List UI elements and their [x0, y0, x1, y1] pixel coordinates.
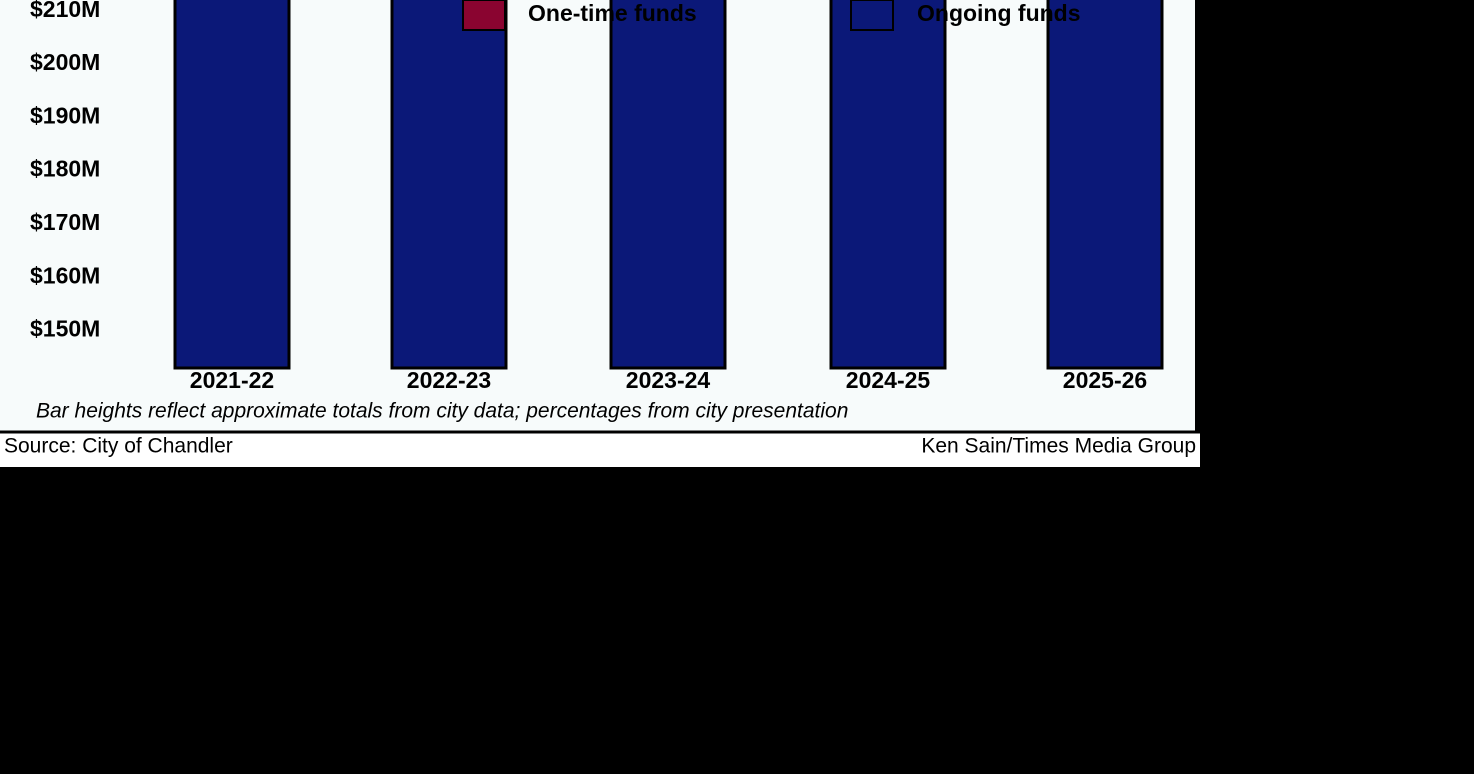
bar-segment — [609, 0, 727, 370]
bar-segment — [1046, 0, 1164, 370]
legend-label: One-time funds — [528, 0, 697, 26]
legend-swatch — [850, 0, 894, 31]
y-tick-label: $150M — [30, 316, 100, 342]
y-tick-label: $190M — [30, 102, 100, 128]
bar-segment — [390, 0, 508, 370]
x-tick-label: 2025-26 — [1063, 367, 1147, 393]
y-tick-label: $160M — [30, 262, 100, 288]
legend-swatch — [462, 0, 506, 31]
legend-label: Ongoing funds — [917, 0, 1081, 26]
bar-segment — [173, 0, 291, 370]
source: Source: City of Chandler — [4, 435, 233, 458]
x-tick-label: 2024-25 — [846, 367, 931, 393]
x-tick-label: 2021-22 — [190, 367, 274, 393]
y-tick-label: $170M — [30, 209, 100, 235]
note: Bar heights reflect approximate totals f… — [36, 400, 848, 423]
bar-segment — [829, 0, 947, 370]
y-tick-label: $210M — [30, 0, 100, 22]
footer-background — [0, 432, 1200, 467]
y-tick-label: $200M — [30, 49, 100, 75]
y-tick-label: $180M — [30, 156, 100, 182]
credit: Ken Sain/Times Media Group — [921, 435, 1196, 458]
x-tick-label: 2023-24 — [626, 367, 711, 393]
x-tick-label: 2022-23 — [407, 367, 491, 393]
